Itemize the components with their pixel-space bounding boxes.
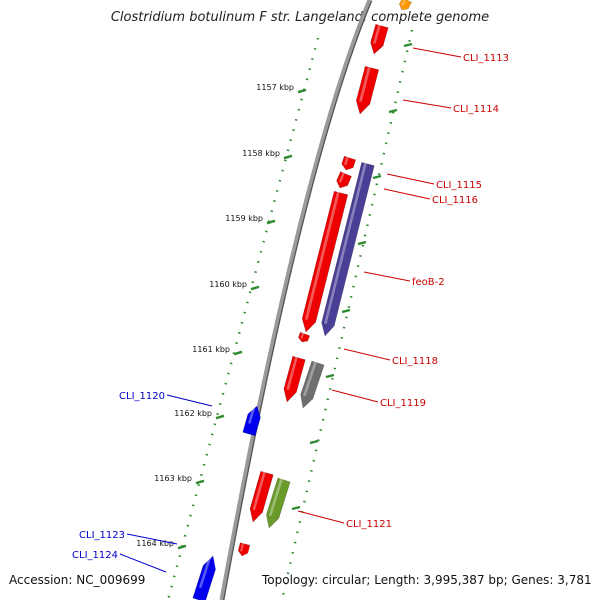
gene-label-group[interactable]: CLI_1113 [412,47,509,64]
gene-label-group[interactable]: CLI_1123 [79,530,178,545]
ruler-tick-mark [372,174,382,180]
scale-tick-label: 1159 kbp [225,214,263,223]
gene-label-group[interactable]: CLI_1124 [72,550,167,573]
gene-label[interactable]: CLI_1121 [346,519,392,530]
gene-label-group[interactable]: CLI_1120 [119,391,213,407]
gene-feature-cli-1115[interactable] [341,155,357,171]
genome-backbone-highlight [223,0,373,600]
gene-label-leader-line [297,510,345,524]
gene-label[interactable]: CLI_1114 [453,104,499,115]
ruler-tick-mark [388,108,398,114]
gene-feature-red-bottom[interactable] [237,542,251,557]
ruler-tick-mark [291,505,301,511]
ruler-tick-mark [341,308,351,314]
ruler-tick-mark [357,240,367,246]
gene-label[interactable]: CLI_1116 [432,195,478,206]
gene-feature-green[interactable] [266,477,291,529]
scale-tick: 1162 kbp [174,409,225,420]
gene-label[interactable]: CLI_1115 [436,180,482,191]
genome-summary-text: Topology: circular; Length: 3,995,387 bp… [262,573,592,587]
scale-tick: 1164 kbp [136,539,187,550]
gene-feature-small-red[interactable] [298,331,311,343]
scale-tick-label: 1157 kbp [256,83,294,92]
gene-feature-cli-1121[interactable] [249,470,274,523]
scale-tick-label: 1164 kbp [136,539,174,548]
gene-label[interactable]: CLI_1118 [392,356,438,367]
gene-feature-cli-1124[interactable] [192,554,216,600]
gene-feature-cli-1120[interactable] [242,404,261,437]
ruler-tick-mark [309,439,319,445]
scale-tick-label: 1162 kbp [174,409,212,418]
gene-label-group[interactable]: CLI_1116 [383,188,478,206]
gene-label-leader-line [402,99,452,109]
gene-label-leader-line [363,271,411,282]
gene-feature-cli-1114[interactable] [355,65,380,115]
gene-label-leader-line [386,173,435,185]
gene-label-leader-line [166,394,213,407]
gene-label[interactable]: CLI_1120 [119,391,165,402]
scale-tick-label: 1160 kbp [209,280,247,289]
gene-feature-cli-1113[interactable] [370,23,389,55]
scale-tick: 1163 kbp [154,474,205,485]
scale-tick: 1159 kbp [225,214,276,225]
gene-feature-cli-1119[interactable] [300,360,325,409]
scale-tick: 1158 kbp [242,149,293,160]
scale-tick-label: 1163 kbp [154,474,192,483]
gene-label-leader-line [331,389,379,403]
gene-label-group[interactable]: CLI_1119 [331,389,426,409]
ruler-dotted-line-left [166,37,320,600]
gene-label[interactable]: CLI_1124 [72,550,118,561]
ruler-tick-mark [403,42,413,48]
gene-label-leader-line [119,553,167,573]
gene-label-leader-line [412,47,462,58]
accession-text: Accession: NC_009699 [9,573,146,587]
gene-label-group[interactable]: CLI_1114 [402,99,499,115]
gene-label-group[interactable]: CLI_1121 [297,510,392,530]
gene-label-leader-line [383,188,431,200]
genome-backbone [219,0,373,600]
gene-label[interactable]: CLI_1119 [380,398,426,409]
gene-label[interactable]: CLI_1113 [463,53,509,64]
scale-tick: 1157 kbp [256,83,307,94]
scale-tick: 1160 kbp [209,280,260,291]
gene-feature-feob-2[interactable] [321,162,375,337]
map-title: Clostridium botulinum F str. Langeland, … [110,10,490,25]
gene-feature-cli-1118[interactable] [283,355,306,403]
scale-tick-label: 1161 kbp [192,345,230,354]
ruler-dotted-line-right [280,29,414,600]
gene-feature-orange[interactable] [398,0,412,11]
gene-label[interactable]: CLI_1123 [79,530,125,541]
ruler-tick-mark [325,373,335,379]
scale-tick-label: 1158 kbp [242,149,280,158]
gene-feature-cli-1116[interactable] [336,171,352,189]
gene-label-group[interactable]: CLI_1118 [343,348,438,367]
gene-label[interactable]: feoB-2 [412,277,445,288]
gene-feature-long-red[interactable] [301,190,349,333]
scale-tick: 1161 kbp [192,345,243,356]
gene-label-leader-line [343,348,391,361]
gene-label-group[interactable]: feoB-2 [363,271,445,288]
gene-label-leader-line [126,533,178,545]
gene-label-group[interactable]: CLI_1115 [386,173,482,191]
